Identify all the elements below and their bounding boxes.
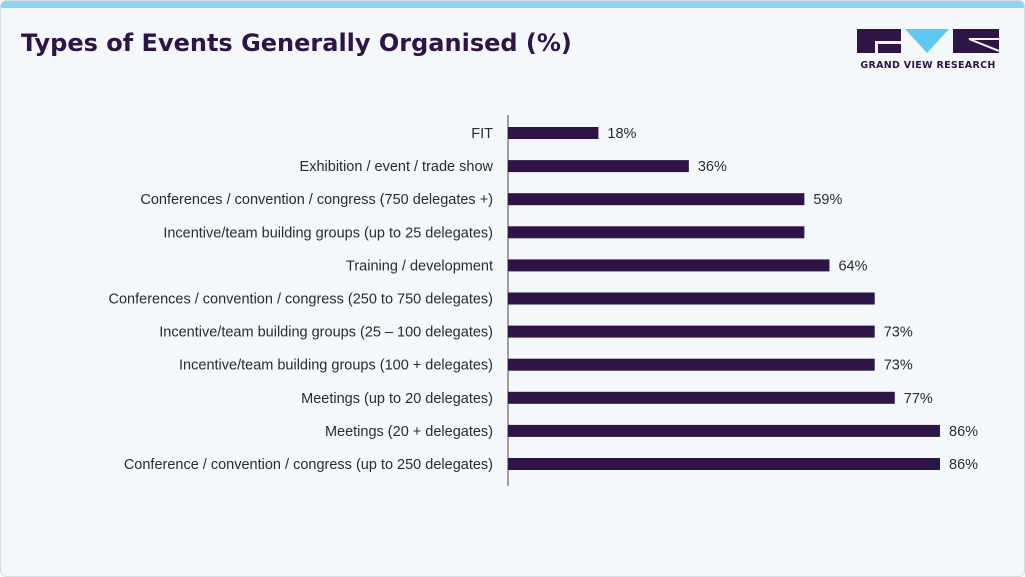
- category-label: Incentive/team building groups (25 – 100…: [159, 325, 493, 341]
- category-label: Training / development: [346, 258, 493, 274]
- data-label: 59%: [813, 192, 842, 208]
- bar: [508, 160, 689, 173]
- logo-wordmark: GRAND VIEW RESEARCH: [860, 60, 996, 71]
- data-label: 73%: [884, 358, 913, 374]
- chart-title: Types of Events Generally Organised (%): [21, 29, 572, 57]
- bar: [508, 226, 805, 239]
- data-label: 73%: [884, 325, 913, 341]
- bar: [508, 259, 830, 272]
- bar: [508, 424, 940, 437]
- category-label: Meetings (up to 20 delegates): [301, 391, 493, 407]
- data-label: 77%: [904, 391, 933, 407]
- category-label: Incentive/team building groups (100 + de…: [179, 358, 493, 374]
- data-label: 36%: [698, 159, 727, 175]
- data-label: 64%: [838, 258, 867, 274]
- category-label: Exhibition / event / trade show: [300, 159, 494, 175]
- category-label: FIT: [471, 126, 493, 142]
- bar: [508, 458, 940, 470]
- bar: [508, 391, 895, 404]
- bar: [508, 292, 875, 305]
- category-label: Conferences / convention / congress (250…: [109, 292, 494, 308]
- category-label: Conferences / convention / congress (750…: [140, 192, 493, 208]
- category-label: Incentive/team building groups (up to 25…: [163, 225, 493, 241]
- accent-bar: [1, 1, 1024, 8]
- grand-view-research-logo: GRAND VIEW RESEARCH: [857, 29, 1000, 73]
- bar: [508, 325, 875, 338]
- category-label: Conference / convention / congress (up t…: [124, 457, 493, 473]
- bar: [508, 127, 599, 139]
- data-label: 86%: [949, 424, 978, 440]
- data-label: 86%: [949, 457, 978, 473]
- bar: [508, 193, 805, 206]
- gvr-logo-mark-icon: [857, 29, 1000, 53]
- bar: [508, 358, 875, 371]
- category-label: Meetings (20 + delegates): [325, 424, 493, 440]
- data-label: 18%: [607, 126, 636, 142]
